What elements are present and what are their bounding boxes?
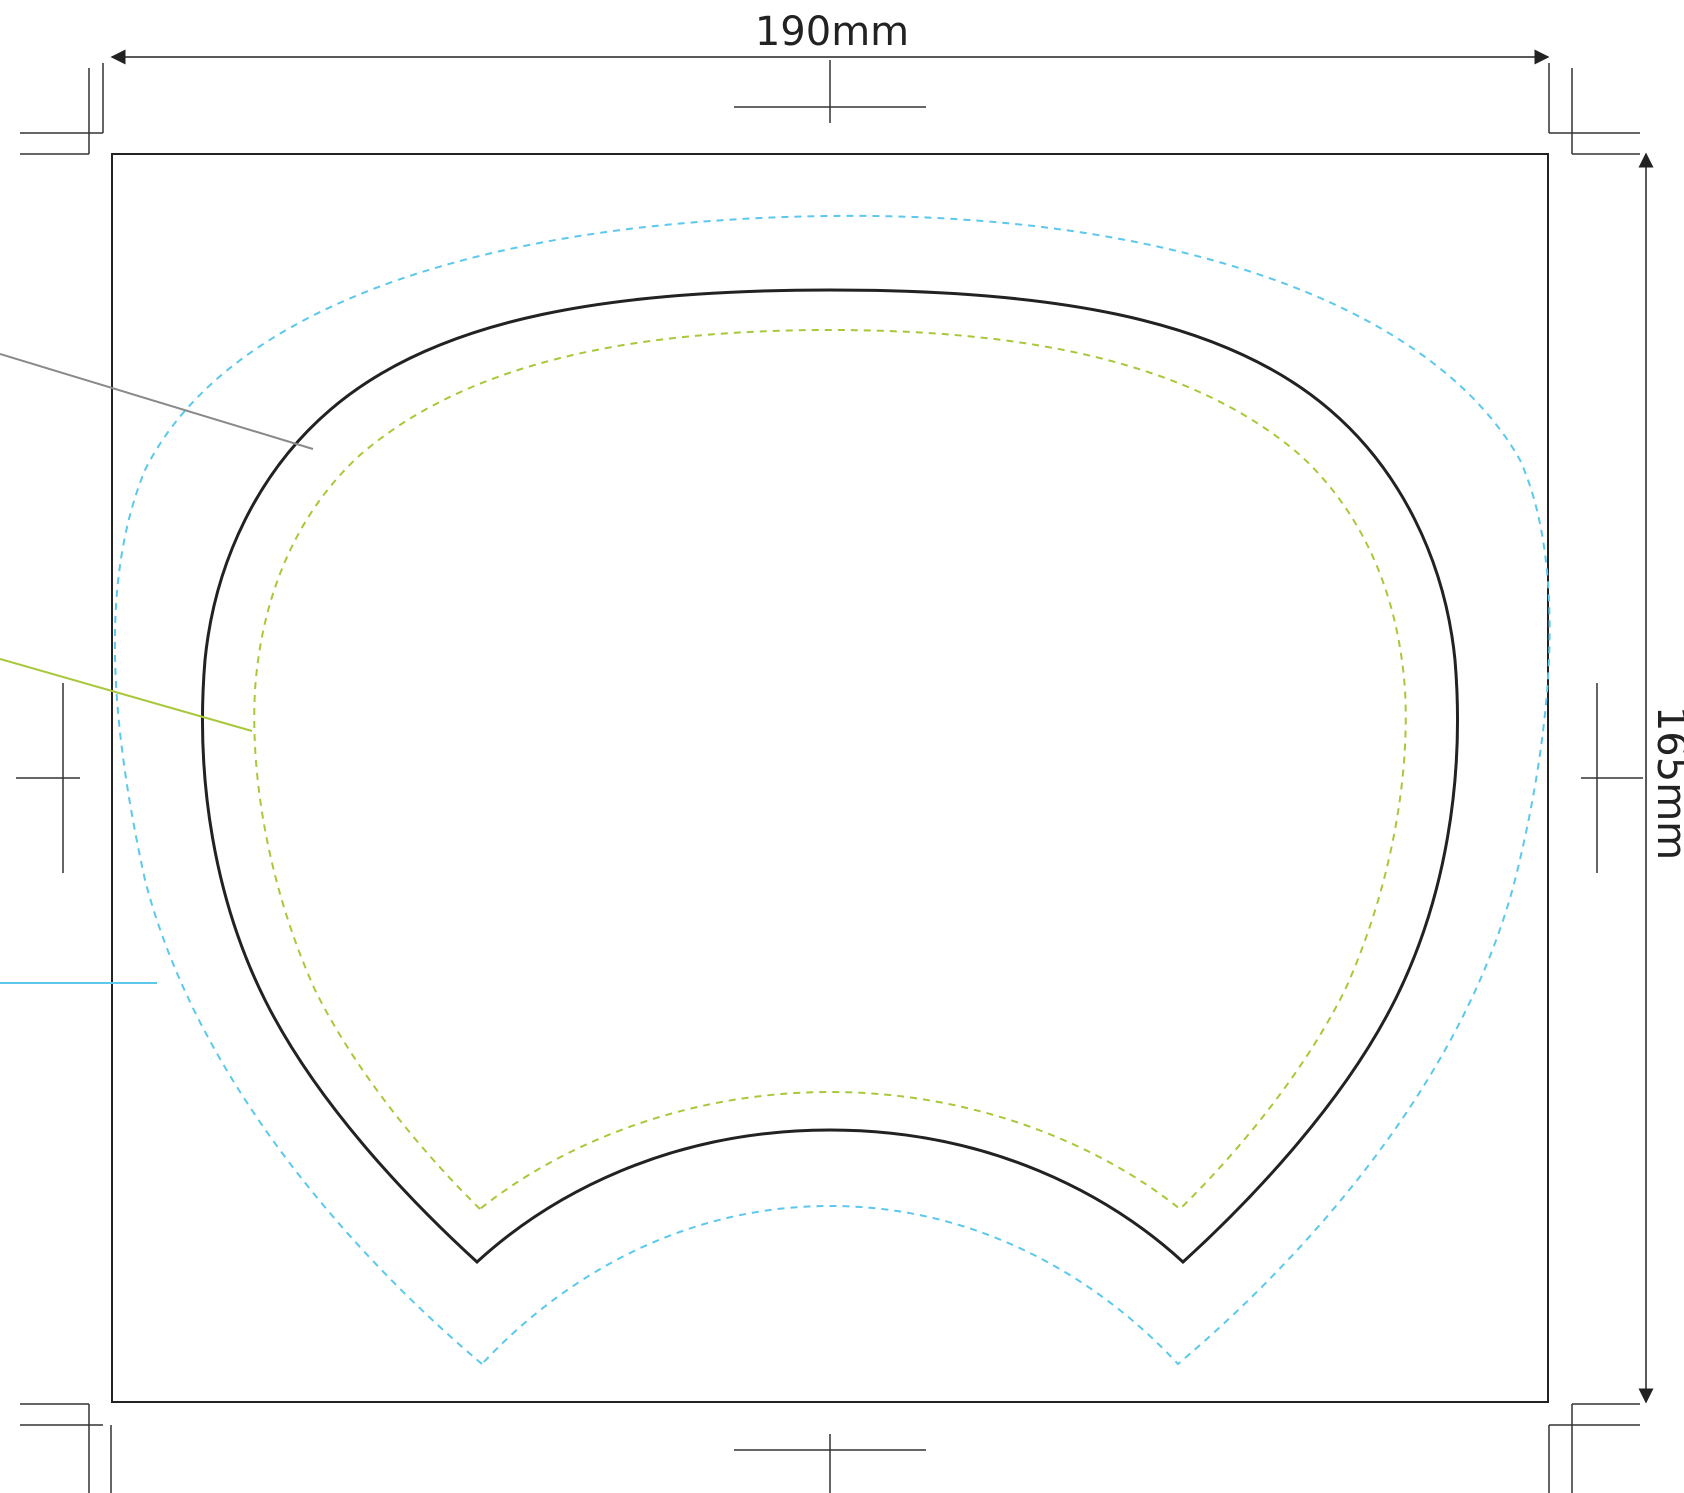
width-dimension: 190mm bbox=[110, 9, 1550, 65]
width-label: 190mm bbox=[755, 9, 909, 55]
height-label: 165mm bbox=[1648, 706, 1684, 860]
safe-line bbox=[253, 328, 1407, 1211]
cut-outline bbox=[201, 288, 1459, 1265]
height-dimension: 165mm bbox=[1638, 152, 1684, 1404]
registration-marks bbox=[16, 60, 1643, 1493]
cut-leader bbox=[0, 353, 314, 450]
trim-rectangle bbox=[111, 153, 1549, 1403]
safe-leader bbox=[0, 658, 253, 732]
leader-lines bbox=[0, 353, 314, 984]
crop-marks bbox=[20, 63, 1640, 1493]
bleed-line bbox=[113, 214, 1551, 1366]
